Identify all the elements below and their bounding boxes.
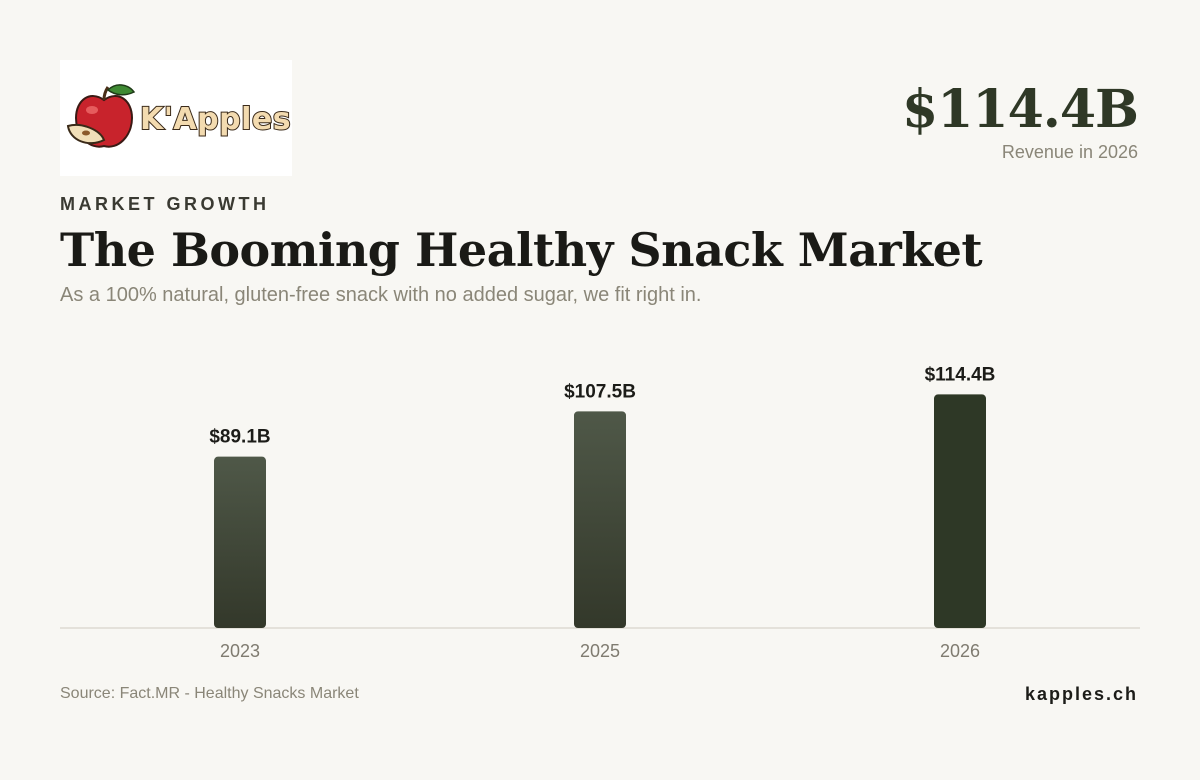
- page-subtitle: As a 100% natural, gluten-free snack wit…: [60, 284, 702, 306]
- bar-2023: [214, 456, 266, 628]
- logo-text: K'Apples: [140, 102, 291, 137]
- source-note: Source: Fact.MR - Healthy Snacks Market: [60, 685, 359, 702]
- x-tick-2026: 2026: [940, 641, 980, 661]
- page-title: The Booming Healthy Snack Market: [60, 223, 983, 277]
- apple-logo-icon: K'Apples: [66, 84, 292, 148]
- brand-logo: K'Apples: [60, 60, 292, 176]
- data-label-2025: $107.5B: [564, 381, 636, 402]
- headline-value: $114.4B: [902, 79, 1139, 140]
- headline-stat: $114.4B Revenue in 2026: [902, 78, 1139, 163]
- x-tick-2023: 2023: [220, 641, 260, 661]
- website-link[interactable]: kapples.ch: [1024, 684, 1138, 704]
- data-label-2026: $114.4B: [925, 364, 996, 385]
- revenue-bar-chart: $89.1B 2023 $107.5B 2025 $114.4B 2026: [60, 364, 1140, 661]
- bar-2025: [574, 411, 626, 628]
- bar-2026: [934, 394, 986, 628]
- data-label-2023: $89.1B: [209, 427, 270, 448]
- section-eyebrow: MARKET GROWTH: [60, 194, 270, 214]
- x-tick-2025: 2025: [580, 641, 620, 661]
- headline-caption: Revenue in 2026: [1001, 142, 1138, 162]
